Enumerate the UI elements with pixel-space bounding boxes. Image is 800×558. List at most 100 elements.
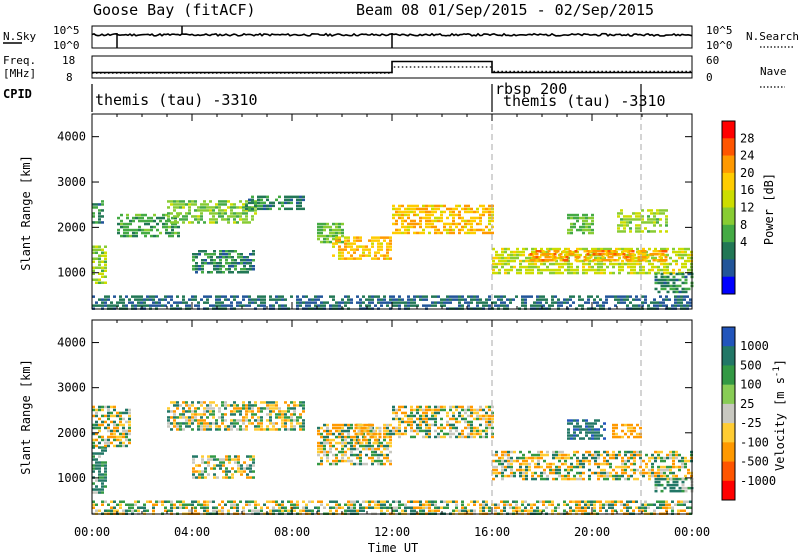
- range-cell: [647, 506, 650, 509]
- range-cell: [657, 450, 660, 454]
- range-cell: [329, 438, 332, 442]
- range-cell: [368, 438, 371, 442]
- range-cell: [635, 304, 638, 307]
- range-cell: [194, 506, 197, 509]
- range-cell: [353, 248, 356, 251]
- range-cell: [252, 265, 255, 268]
- range-cell: [663, 474, 666, 478]
- range-cell: [410, 219, 413, 223]
- range-cell: [164, 500, 167, 503]
- range-cell: [558, 262, 561, 266]
- range-cell: [197, 401, 200, 404]
- range-cell: [120, 219, 123, 223]
- range-cell: [248, 206, 251, 209]
- range-cell: [464, 420, 467, 424]
- range-cell: [237, 464, 240, 467]
- range-cell: [245, 503, 248, 506]
- range-cell: [513, 474, 516, 478]
- range-cell: [446, 411, 449, 415]
- range-cell: [269, 413, 272, 416]
- range-cell: [128, 301, 131, 304]
- range-cell: [618, 465, 621, 469]
- range-cell: [492, 256, 495, 260]
- range-cell: [660, 456, 663, 460]
- x-axis-label: Time UT: [368, 541, 419, 554]
- range-cell: [585, 459, 588, 463]
- range-cell: [119, 414, 122, 418]
- range-cell: [92, 272, 95, 275]
- range-cell: [492, 268, 495, 272]
- range-cell: [576, 462, 579, 466]
- range-cell: [632, 304, 635, 307]
- range-cell: [335, 456, 338, 460]
- range-cell: [398, 298, 401, 301]
- range-cell: [176, 212, 179, 215]
- range-cell: [578, 304, 581, 307]
- range-cell: [156, 234, 159, 238]
- range-cell: [449, 301, 452, 304]
- range-cell: [245, 425, 248, 428]
- range-cell: [501, 259, 504, 263]
- range-cell: [302, 410, 305, 413]
- range-cell: [470, 219, 473, 223]
- range-cell: [524, 304, 527, 307]
- range-cell: [629, 215, 632, 218]
- range-cell: [616, 253, 620, 256]
- range-cell: [532, 259, 536, 262]
- range-cell: [603, 450, 606, 454]
- range-cell: [573, 216, 576, 220]
- range-cell: [470, 228, 473, 232]
- range-cell: [173, 422, 176, 425]
- range-cell: [662, 503, 665, 506]
- range-cell: [152, 503, 155, 506]
- range-cell: [132, 234, 135, 238]
- range-cell: [176, 500, 179, 503]
- range-cell: [242, 221, 245, 224]
- range-cell: [582, 268, 585, 272]
- range-cell: [296, 198, 299, 202]
- range-cell: [290, 500, 293, 503]
- range-cell: [500, 304, 503, 307]
- range-cell: [662, 298, 665, 301]
- range-cell: [389, 429, 392, 433]
- range-cell: [362, 438, 365, 442]
- range-cell: [158, 500, 161, 503]
- range-cell: [323, 435, 326, 439]
- range-cell: [242, 304, 245, 307]
- range-cell: [302, 425, 305, 428]
- range-cell: [470, 420, 473, 424]
- range-cell: [252, 259, 255, 262]
- range-cell: [299, 298, 302, 301]
- range-cell: [332, 432, 335, 436]
- range-cell: [495, 465, 498, 469]
- range-cell: [583, 256, 587, 259]
- range-cell: [377, 242, 380, 245]
- range-cell: [525, 459, 528, 463]
- range-cell: [179, 416, 182, 419]
- range-cell: [419, 231, 422, 235]
- range-cell: [510, 265, 513, 269]
- range-cell: [254, 413, 257, 416]
- range-cell: [464, 435, 467, 439]
- range-cell: [176, 215, 179, 218]
- range-cell: [341, 438, 344, 442]
- range-cell: [263, 207, 266, 211]
- range-cell: [687, 471, 690, 475]
- range-cell: [354, 426, 358, 430]
- range-cell: [488, 228, 491, 232]
- range-cell: [491, 219, 494, 223]
- range-cell: [570, 271, 573, 275]
- range-cell: [95, 452, 98, 455]
- range-cell: [434, 435, 437, 439]
- range-cell: [95, 467, 98, 470]
- range-cell: [570, 213, 573, 217]
- range-cell: [531, 271, 534, 275]
- range-cell: [200, 212, 203, 215]
- range-cell: [561, 271, 564, 275]
- range-cell: [254, 503, 257, 506]
- range-cell: [588, 477, 591, 481]
- range-cell: [92, 245, 95, 248]
- range-cell: [191, 203, 194, 206]
- range-cell: [660, 489, 664, 493]
- range-cell: [663, 278, 667, 282]
